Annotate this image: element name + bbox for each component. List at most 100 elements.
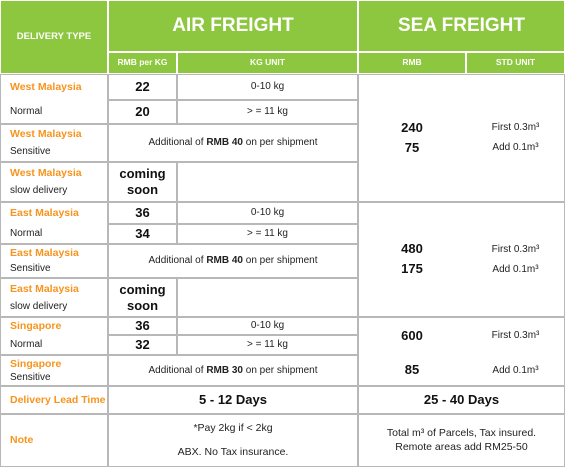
sea-price: 480 (401, 241, 423, 257)
note-line: Total m³ of Parcels, Tax insured. (386, 426, 537, 439)
cell (108, 224, 177, 244)
header-cell (108, 0, 358, 52)
cell (0, 124, 108, 162)
sea-unit: First 0.3m³ (491, 243, 540, 255)
cell (177, 100, 358, 124)
surcharge: Additional of RMB 40 on per shipment (108, 124, 358, 162)
cell (108, 386, 358, 414)
header-label: AIR FREIGHT (172, 15, 294, 37)
cell (108, 355, 358, 386)
surcharge-part: on per shipment (243, 255, 318, 267)
header-cell (108, 52, 177, 74)
cell (177, 317, 358, 335)
region-name: West Malaysia (10, 128, 82, 141)
surcharge-part: on per shipment (243, 364, 318, 376)
kg-unit: > = 11 kg (247, 339, 288, 351)
subheader-label: RMB (402, 57, 422, 68)
cell (108, 335, 177, 355)
cell (108, 124, 358, 162)
air-price: 32 (135, 336, 150, 352)
cell (177, 202, 358, 224)
region-type: Sensitive (10, 145, 51, 157)
air-price: 36 (135, 317, 150, 333)
region-type: Normal (10, 106, 43, 118)
cell (177, 162, 358, 202)
sea-price: 175 (401, 261, 423, 277)
cell (108, 202, 177, 224)
surcharge-part: on per shipment (243, 137, 318, 149)
region-type: slow delivery (10, 300, 68, 312)
kg-unit: 0-10 kg (250, 207, 285, 219)
region-type: slow delivery (10, 185, 68, 197)
row-label: Note (10, 434, 34, 447)
note-line: Remote areas add RM25-50 (395, 440, 528, 453)
cell (0, 355, 108, 386)
surcharge-part: RMB 40 (206, 137, 243, 149)
cell (0, 278, 108, 317)
header-cell (358, 52, 466, 74)
cell (108, 100, 177, 124)
subheader-label: RMB per KG (117, 57, 168, 68)
air-price: 22 (135, 78, 150, 94)
header-cell (177, 52, 358, 74)
surcharge: Additional of RMB 30 on per shipment (108, 355, 358, 386)
surcharge: Additional of RMB 40 on per shipment (108, 244, 358, 278)
note-line: ABX. No Tax insurance. (177, 445, 289, 458)
cell (108, 162, 177, 202)
cell (108, 278, 177, 317)
header-label: SEA FREIGHT (397, 15, 526, 37)
header-cell (358, 0, 565, 52)
cell (108, 317, 177, 335)
cell (0, 386, 108, 414)
sea-unit: Add 0.1m³ (492, 263, 539, 275)
surcharge-part: Additional of (148, 364, 207, 376)
air-price: coming soon (119, 281, 166, 313)
region-name: East Malaysia (10, 282, 79, 295)
region-name: Singapore (10, 357, 62, 370)
region-name: East Malaysia (10, 206, 79, 219)
sea-unit: Add 0.1m³ (492, 364, 539, 376)
region-type: Normal (10, 339, 43, 351)
cell (177, 335, 358, 355)
kg-unit: > = 11 kg (247, 106, 288, 118)
region-name: West Malaysia (10, 166, 82, 179)
cell (177, 224, 358, 244)
cell (177, 74, 358, 100)
kg-unit: 0-10 kg (250, 320, 285, 332)
kg-unit: 0-10 kg (250, 81, 285, 93)
region-type: Sensitive (10, 371, 51, 383)
air-price: coming soon (119, 166, 166, 197)
sea-price: 85 (404, 362, 420, 378)
surcharge-part: Additional of (148, 255, 207, 267)
cell (0, 414, 108, 467)
cell (0, 74, 108, 124)
region-type: Normal (10, 228, 43, 240)
subheader-label: STD UNIT (495, 57, 536, 68)
sea-price: 600 (401, 327, 423, 343)
cell (108, 74, 177, 100)
region-name: West Malaysia (10, 80, 82, 93)
lead-time: 5 - 12 Days (199, 391, 267, 407)
cell (0, 162, 108, 202)
cell (177, 278, 358, 317)
header-label: DELIVERY TYPE (16, 30, 92, 42)
surcharge-part: RMB 40 (206, 255, 243, 267)
surcharge-part: RMB 30 (206, 364, 243, 376)
cell (0, 202, 108, 244)
note-line: *Pay 2kg if < 2kg (193, 421, 273, 434)
row-label: Delivery Lead Time (10, 393, 106, 406)
air-price: 34 (135, 225, 150, 241)
sea-unit: First 0.3m³ (491, 330, 540, 342)
cell (108, 244, 358, 278)
cell (0, 317, 108, 355)
sea-unit: Add 0.1m³ (492, 142, 539, 154)
lead-time: 25 - 40 Days (423, 391, 500, 407)
region-name: Singapore (10, 319, 62, 332)
cell (108, 414, 358, 467)
header-cell (0, 0, 108, 74)
kg-unit: > = 11 kg (247, 228, 288, 240)
subheader-label: KG UNIT (250, 57, 285, 68)
air-price: 20 (135, 103, 150, 119)
sea-unit: First 0.3m³ (491, 122, 540, 134)
